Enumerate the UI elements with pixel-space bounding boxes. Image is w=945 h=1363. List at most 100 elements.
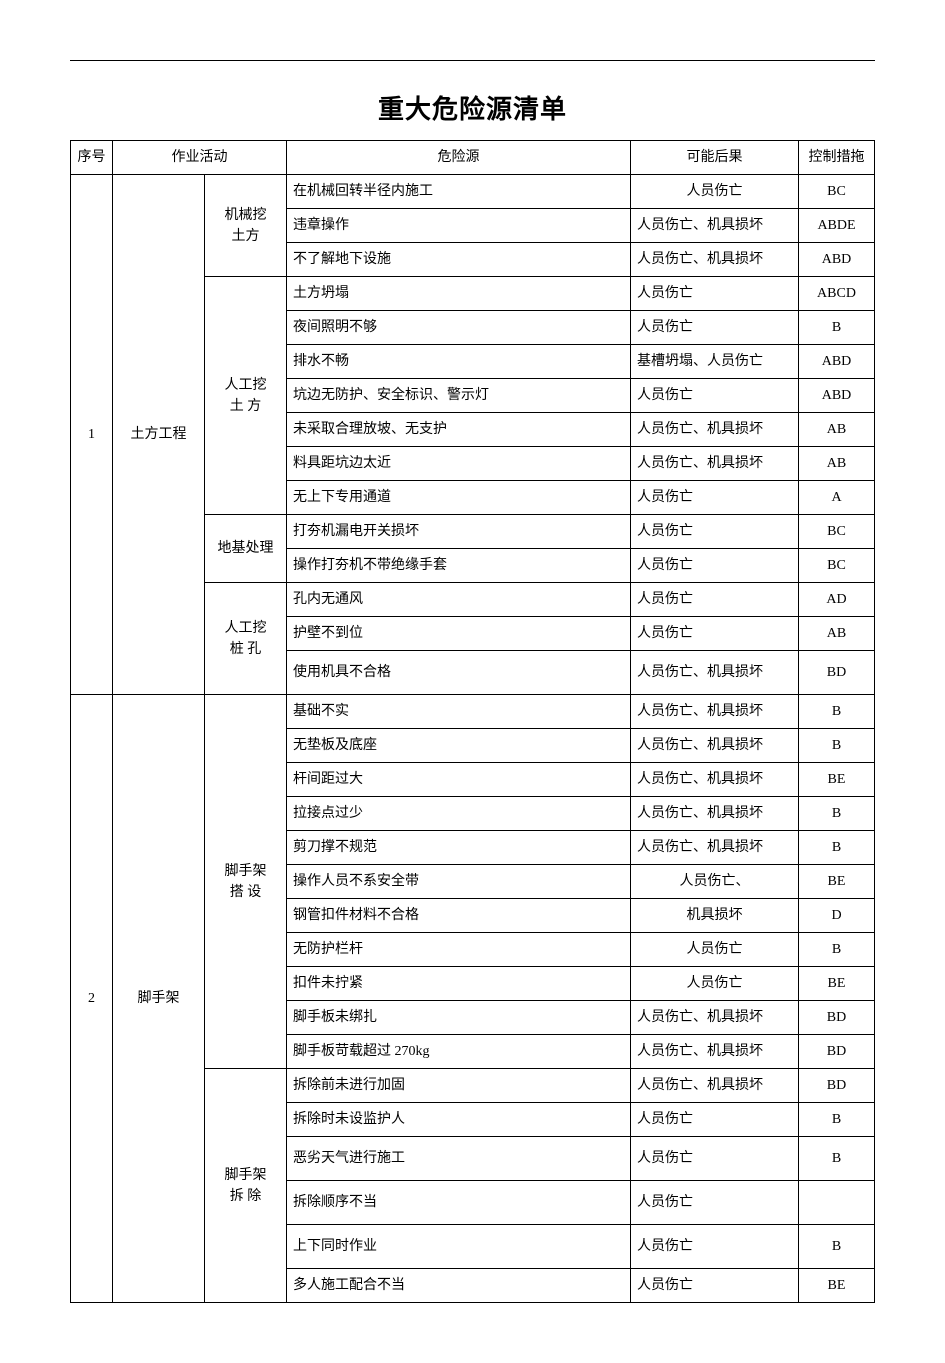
cell-control: B	[799, 797, 875, 831]
cell-sub-activity: 人工挖桩 孔	[205, 583, 287, 695]
table-row: 1土方工程机械挖土方在机械回转半径内施工人员伤亡BC	[71, 175, 875, 209]
cell-hazard: 操作打夯机不带绝缘手套	[287, 549, 631, 583]
cell-result: 人员伤亡、机具损坏	[631, 447, 799, 481]
cell-hazard: 扣件未拧紧	[287, 967, 631, 1001]
cell-hazard: 违章操作	[287, 209, 631, 243]
cell-seq: 1	[71, 175, 113, 695]
cell-control: B	[799, 695, 875, 729]
col-result: 可能后果	[631, 141, 799, 175]
cell-hazard: 上下同时作业	[287, 1225, 631, 1269]
col-activity: 作业活动	[113, 141, 287, 175]
cell-result: 人员伤亡、机具损坏	[631, 1035, 799, 1069]
cell-result: 人员伤亡、机具损坏	[631, 413, 799, 447]
cell-control: ABD	[799, 345, 875, 379]
cell-hazard: 夜间照明不够	[287, 311, 631, 345]
cell-result: 人员伤亡、机具损坏	[631, 797, 799, 831]
cell-hazard: 拆除前未进行加固	[287, 1069, 631, 1103]
cell-control: B	[799, 1103, 875, 1137]
cell-control: ABDE	[799, 209, 875, 243]
cell-control: D	[799, 899, 875, 933]
cell-sub-activity: 人工挖土 方	[205, 277, 287, 515]
cell-result: 人员伤亡	[631, 933, 799, 967]
cell-result: 人员伤亡	[631, 967, 799, 1001]
table-header-row: 序号 作业活动 危险源 可能后果 控制措拖	[71, 141, 875, 175]
cell-control: BC	[799, 175, 875, 209]
cell-result: 人员伤亡	[631, 549, 799, 583]
col-hazard: 危险源	[287, 141, 631, 175]
cell-control: ABCD	[799, 277, 875, 311]
cell-hazard: 排水不畅	[287, 345, 631, 379]
cell-hazard: 无上下专用通道	[287, 481, 631, 515]
cell-result: 人员伤亡、机具损坏	[631, 1069, 799, 1103]
cell-result: 人员伤亡	[631, 515, 799, 549]
cell-result: 人员伤亡、机具损坏	[631, 729, 799, 763]
cell-sub-activity: 机械挖土方	[205, 175, 287, 277]
cell-control: A	[799, 481, 875, 515]
cell-result: 人员伤亡	[631, 311, 799, 345]
cell-result: 人员伤亡、机具损坏	[631, 1001, 799, 1035]
cell-control: B	[799, 831, 875, 865]
cell-control: BD	[799, 651, 875, 695]
cell-control: AD	[799, 583, 875, 617]
table-row: 2脚手架脚手架搭 设基础不实人员伤亡、机具损坏B	[71, 695, 875, 729]
cell-hazard: 无防护栏杆	[287, 933, 631, 967]
cell-control: B	[799, 729, 875, 763]
cell-sub-activity: 脚手架搭 设	[205, 695, 287, 1069]
cell-control: BE	[799, 1269, 875, 1303]
cell-hazard: 基础不实	[287, 695, 631, 729]
cell-result: 人员伤亡	[631, 1103, 799, 1137]
cell-control: AB	[799, 413, 875, 447]
cell-result: 人员伤亡	[631, 1181, 799, 1225]
cell-hazard: 料具距坑边太近	[287, 447, 631, 481]
cell-control: AB	[799, 617, 875, 651]
cell-hazard: 不了解地下设施	[287, 243, 631, 277]
cell-hazard: 打夯机漏电开关损坏	[287, 515, 631, 549]
cell-hazard: 多人施工配合不当	[287, 1269, 631, 1303]
cell-control: BE	[799, 865, 875, 899]
cell-result: 人员伤亡、机具损坏	[631, 763, 799, 797]
cell-control: ABD	[799, 379, 875, 413]
cell-result: 人员伤亡、机具损坏	[631, 831, 799, 865]
cell-hazard: 脚手板苛载超过 270kg	[287, 1035, 631, 1069]
cell-hazard: 在机械回转半径内施工	[287, 175, 631, 209]
cell-control: BE	[799, 967, 875, 1001]
cell-hazard: 剪刀撑不规范	[287, 831, 631, 865]
cell-hazard: 恶劣天气进行施工	[287, 1137, 631, 1181]
cell-control: ABD	[799, 243, 875, 277]
cell-hazard: 钢管扣件材料不合格	[287, 899, 631, 933]
cell-hazard: 孔内无通风	[287, 583, 631, 617]
cell-result: 人员伤亡、机具损坏	[631, 651, 799, 695]
cell-control	[799, 1181, 875, 1225]
cell-control: B	[799, 933, 875, 967]
cell-result: 人员伤亡	[631, 583, 799, 617]
cell-result: 人员伤亡、	[631, 865, 799, 899]
cell-control: BD	[799, 1035, 875, 1069]
page-title: 重大危险源清单	[70, 89, 875, 126]
cell-result: 人员伤亡、机具损坏	[631, 243, 799, 277]
cell-result: 人员伤亡	[631, 481, 799, 515]
cell-control: B	[799, 1137, 875, 1181]
cell-result: 人员伤亡	[631, 379, 799, 413]
cell-result: 机具损坏	[631, 899, 799, 933]
col-control: 控制措拖	[799, 141, 875, 175]
cell-hazard: 拆除顺序不当	[287, 1181, 631, 1225]
cell-result: 人员伤亡	[631, 1137, 799, 1181]
cell-result: 人员伤亡	[631, 277, 799, 311]
cell-control: BE	[799, 763, 875, 797]
cell-hazard: 坑边无防护、安全标识、警示灯	[287, 379, 631, 413]
cell-control: BD	[799, 1069, 875, 1103]
cell-hazard: 使用机具不合格	[287, 651, 631, 695]
cell-result: 人员伤亡	[631, 175, 799, 209]
cell-activity: 脚手架	[113, 695, 205, 1303]
cell-result: 人员伤亡	[631, 617, 799, 651]
cell-hazard: 无垫板及底座	[287, 729, 631, 763]
cell-hazard: 护壁不到位	[287, 617, 631, 651]
cell-result: 人员伤亡	[631, 1269, 799, 1303]
cell-result: 人员伤亡	[631, 1225, 799, 1269]
cell-result: 人员伤亡、机具损坏	[631, 695, 799, 729]
cell-sub-activity: 地基处理	[205, 515, 287, 583]
cell-control: AB	[799, 447, 875, 481]
cell-hazard: 土方坍塌	[287, 277, 631, 311]
cell-control: BC	[799, 515, 875, 549]
top-horizontal-rule	[70, 60, 875, 61]
